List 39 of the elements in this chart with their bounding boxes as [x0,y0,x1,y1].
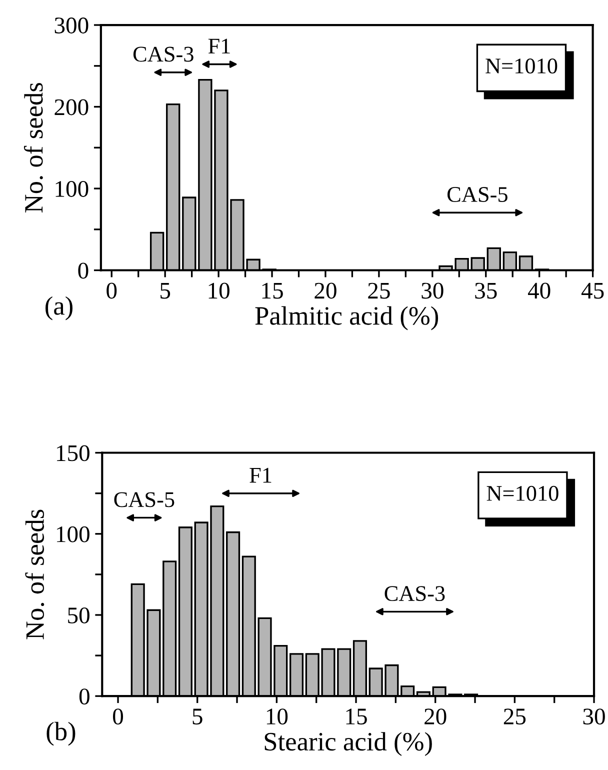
annotation: CAS-3 [133,46,194,62]
y-axis-title: No. of seeds [24,83,43,212]
x-tick-label: 25 [368,282,390,299]
y-axis-title: No. of seeds [25,510,44,640]
x-tick-label: 15 [262,282,283,299]
x-tick-label: 10 [266,708,288,724]
annotation: F1 [208,38,230,54]
x-tick-label: 20 [314,282,336,299]
y-tick-label: 100 [57,526,90,542]
x-tick-label: 30 [422,282,444,299]
x-axis-title: Stearic acid (%) [264,732,432,756]
x-tick-label: 30 [583,708,605,724]
annotation: CAS-3 [384,586,445,602]
y-tick-label: 150 [57,445,90,462]
x-tick-label: 5 [192,708,202,724]
x-tick-label: 35 [475,282,497,299]
annotation: CAS-5 [448,187,508,202]
x-axis-title: Palmitic acid (%) [255,306,438,330]
y-tick-label: 50 [68,607,90,624]
text: (a) [46,296,72,320]
text: (b) [46,722,76,746]
x-tick-label: 45 [581,282,604,299]
annotation: N=1010 [486,58,558,74]
x-tick-label: 15 [346,708,367,724]
y-tick-label: 200 [54,99,88,116]
y-tick-label: 100 [56,181,88,197]
annotation: CAS-5 [114,492,174,508]
x-tick-label: 40 [528,282,550,299]
annotation: F1 [250,468,272,483]
x-tick-label: 20 [424,708,446,724]
x-tick-label: 0 [106,282,117,299]
y-tick-label: 0 [79,688,90,705]
y-tick-label: 0 [78,262,88,279]
annotation: N=1010 [486,486,558,501]
x-tick-label: 0 [113,708,124,724]
x-tick-label: 10 [208,282,230,299]
y-tick-label: 300 [54,18,88,34]
x-tick-label: 5 [160,283,170,299]
x-tick-label: 25 [504,708,526,724]
